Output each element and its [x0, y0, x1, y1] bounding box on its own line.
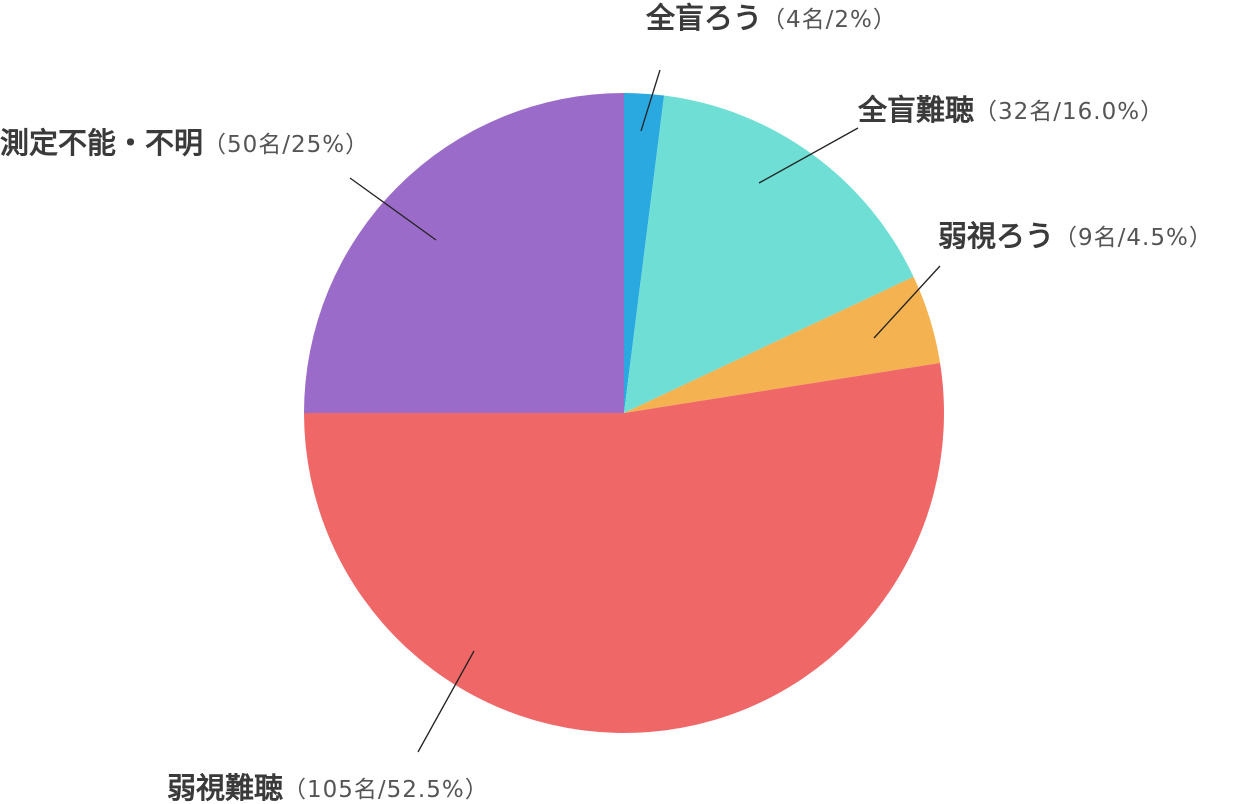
category-name: 全盲ろう [645, 1, 762, 35]
pie-slice [624, 93, 665, 413]
value-label: （4名/2%） [762, 7, 897, 33]
leader-line [758, 127, 859, 184]
pie-slice [304, 362, 944, 734]
leader-line [873, 265, 941, 339]
value-label: （105名/52.5%） [283, 777, 489, 803]
category-name: 測定不能・不明 [0, 126, 203, 160]
slice-label: 弱視ろう（9名/4.5%） [938, 219, 1213, 253]
leader-line [349, 177, 437, 241]
slice-label: 弱視難聴（105名/52.5%） [167, 771, 489, 804]
value-label: （9名/4.5%） [1054, 225, 1213, 251]
leader-line [417, 650, 475, 753]
category-name: 弱視ろう [938, 219, 1054, 253]
slice-label: 全盲ろう（4名/2%） [645, 1, 897, 35]
category-name: 弱視難聴 [167, 771, 283, 804]
value-label: （32名/16.0%） [974, 99, 1164, 125]
pie-slice [624, 276, 941, 413]
value-label: （50名/25%） [203, 132, 369, 158]
pie-slice [304, 93, 624, 413]
slice-label: 測定不能・不明（50名/25%） [0, 126, 369, 160]
category-name: 全盲難聴 [857, 93, 974, 127]
pie-slice [624, 95, 914, 414]
slice-label: 全盲難聴（32名/16.0%） [857, 93, 1164, 127]
leader-line [640, 69, 661, 132]
